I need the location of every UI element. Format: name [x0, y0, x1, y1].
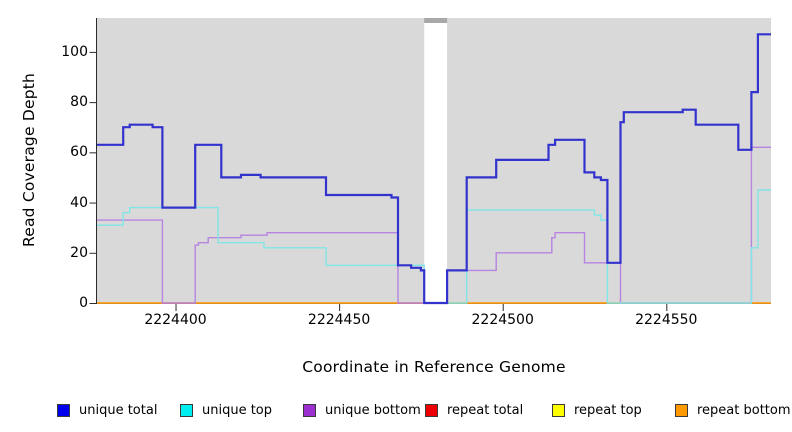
repeat-total-swatch-icon [425, 403, 438, 417]
legend-item-unique-bottom: unique bottom [303, 401, 421, 419]
x-tick-label: 2224500 [471, 312, 534, 328]
legend-label: repeat bottom [697, 402, 791, 418]
y-axis-label: Read Coverage Depth [20, 72, 38, 248]
x-axis-label: Coordinate in Reference Genome [302, 358, 566, 376]
legend-label: unique top [202, 402, 273, 418]
repeat-bottom-swatch-icon [675, 403, 688, 417]
y-tick-label: 60 [70, 144, 88, 161]
unique-bottom-swatch-icon [303, 403, 316, 417]
x-tick-label: 2224550 [635, 312, 698, 328]
legend-label: unique total [79, 402, 158, 418]
legend-item-unique-total: unique total [57, 401, 157, 419]
x-tick-label: 2224450 [307, 312, 371, 328]
y-tick-label: 0 [79, 295, 88, 311]
unique-total-swatch-icon [57, 403, 70, 417]
legend-label: unique bottom [325, 402, 421, 418]
unique-top-swatch-icon [180, 403, 193, 417]
y-tick-label: 40 [70, 194, 88, 211]
repeat-top-swatch-icon [552, 403, 565, 417]
legend-item-repeat-total: repeat total [425, 401, 523, 419]
legend-item-repeat-bottom: repeat bottom [675, 401, 791, 419]
y-tick-label: 20 [70, 244, 88, 261]
legend-item-repeat-top: repeat top [552, 401, 642, 419]
y-tick-label: 100 [61, 43, 88, 60]
missing-data-band-cap [424, 18, 448, 23]
x-tick-label: 2224400 [144, 312, 207, 328]
legend-item-unique-top: unique top [180, 401, 272, 419]
legend: unique total unique top unique bottom re… [0, 401, 792, 421]
series-unique-bottom-line [97, 146, 771, 304]
legend-label: repeat total [447, 402, 524, 418]
legend-label: repeat top [574, 402, 642, 418]
series-unique-total-line [97, 33, 771, 305]
missing-data-band [424, 23, 448, 303]
y-tick-label: 80 [70, 94, 88, 111]
